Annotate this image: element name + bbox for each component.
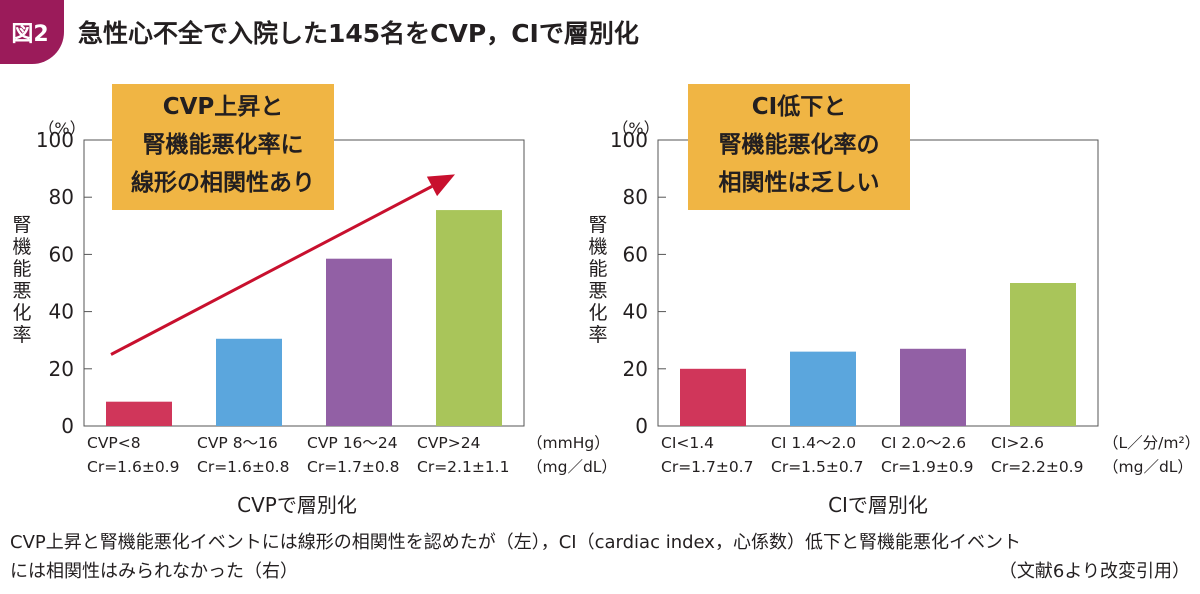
y-axis-label-char: 率 xyxy=(588,324,607,346)
callout-text: CVP上昇と xyxy=(163,94,284,120)
cr-sublabel: Cr=2.1±1.1 xyxy=(417,458,509,476)
trend-arrow-head xyxy=(426,174,455,197)
y-unit-label: （%） xyxy=(612,119,659,138)
bar xyxy=(1010,283,1076,426)
figure-title: 急性心不全で入院した145名をCVP，CIで層別化 xyxy=(78,19,639,48)
category-label: CI>2.6 xyxy=(991,434,1044,452)
cr-sublabel: Cr=1.9±0.9 xyxy=(881,458,973,476)
y-tick-label: 100 xyxy=(610,128,648,152)
callout-text: CI低下と xyxy=(752,94,846,120)
y-axis-label-char: 能 xyxy=(588,258,607,280)
callout-box xyxy=(112,84,334,210)
category-label: CI 1.4～2.0 xyxy=(771,434,856,452)
category-label: CVP 8～16 xyxy=(197,434,278,452)
y-axis-label-char: 悪 xyxy=(12,280,31,302)
y-axis-label-char: 化 xyxy=(588,302,607,324)
y-tick-label: 80 xyxy=(623,185,648,209)
callout-text: 線形の相関性あり xyxy=(131,169,315,196)
y-axis-label-char: 能 xyxy=(12,258,31,280)
y-axis-label-char: 腎 xyxy=(588,214,607,236)
bar xyxy=(326,258,392,426)
charts-canvas: 020406080100（%）腎機能悪化率CVP<8Cr=1.6±0.9CVP … xyxy=(12,84,1200,517)
bar xyxy=(436,210,502,426)
x-axis-label: CVPで層別化 xyxy=(237,493,357,517)
category-label: CVP>24 xyxy=(417,434,480,452)
y-tick-label: 20 xyxy=(49,357,74,381)
bar xyxy=(900,348,966,426)
bar xyxy=(216,338,282,426)
callout-box xyxy=(688,84,910,210)
y-tick-label: 60 xyxy=(623,242,648,266)
callout-text: 腎機能悪化率の xyxy=(719,131,880,158)
y-axis-label-char: 機 xyxy=(588,236,607,258)
y-unit-label: （%） xyxy=(38,119,85,138)
cr-sublabel: Cr=1.6±0.9 xyxy=(87,458,179,476)
cr-sublabel: Cr=1.7±0.8 xyxy=(307,458,399,476)
y-tick-label: 0 xyxy=(635,414,648,438)
figure-caption: CVP上昇と腎機能悪化イベントには線形の相関性を認めたが（左），CI（cardi… xyxy=(10,528,1190,586)
x-unit-label: （L／分/m²） xyxy=(1103,434,1200,452)
cr-sublabel: Cr=1.5±0.7 xyxy=(771,458,863,476)
y-axis-label-char: 機 xyxy=(12,236,31,258)
category-label: CVP<8 xyxy=(87,434,141,452)
callout-text: 相関性は乏しい xyxy=(719,170,880,196)
y-tick-label: 100 xyxy=(36,128,74,152)
caption-line-2: には相関性はみられなかった（右） xyxy=(10,561,298,582)
cr-unit-label: （mg／dL） xyxy=(527,458,617,476)
y-tick-label: 60 xyxy=(49,242,74,266)
callout-text: 腎機能悪化率に xyxy=(143,131,304,158)
category-label: CVP 16～24 xyxy=(307,434,398,452)
figure-badge: 図2 xyxy=(0,0,64,64)
caption-source: （文献6より改変引用） xyxy=(998,561,1190,582)
y-axis-label-char: 腎 xyxy=(12,214,31,236)
cr-unit-label: （mg／dL） xyxy=(1103,458,1193,476)
category-label: CI<1.4 xyxy=(661,434,714,452)
x-unit-label: （mmHg） xyxy=(527,434,610,452)
y-tick-label: 80 xyxy=(49,185,74,209)
y-axis-label-char: 悪 xyxy=(588,280,607,302)
bar xyxy=(680,368,746,426)
bar xyxy=(790,351,856,426)
caption-line-1: CVP上昇と腎機能悪化イベントには線形の相関性を認めたが（左），CI（cardi… xyxy=(10,532,1021,553)
y-tick-label: 40 xyxy=(623,300,648,324)
category-label: CI 2.0～2.6 xyxy=(881,434,966,452)
y-tick-label: 20 xyxy=(623,357,648,381)
cr-sublabel: Cr=2.2±0.9 xyxy=(991,458,1083,476)
trend-arrow-line xyxy=(110,185,433,356)
y-axis-label-char: 率 xyxy=(12,324,31,346)
cr-sublabel: Cr=1.6±0.8 xyxy=(197,458,289,476)
y-axis-label-char: 化 xyxy=(12,302,31,324)
cr-sublabel: Cr=1.7±0.7 xyxy=(661,458,753,476)
bar xyxy=(106,401,172,426)
x-axis-label: CIで層別化 xyxy=(828,493,928,517)
y-tick-label: 40 xyxy=(49,300,74,324)
y-tick-label: 0 xyxy=(61,414,74,438)
